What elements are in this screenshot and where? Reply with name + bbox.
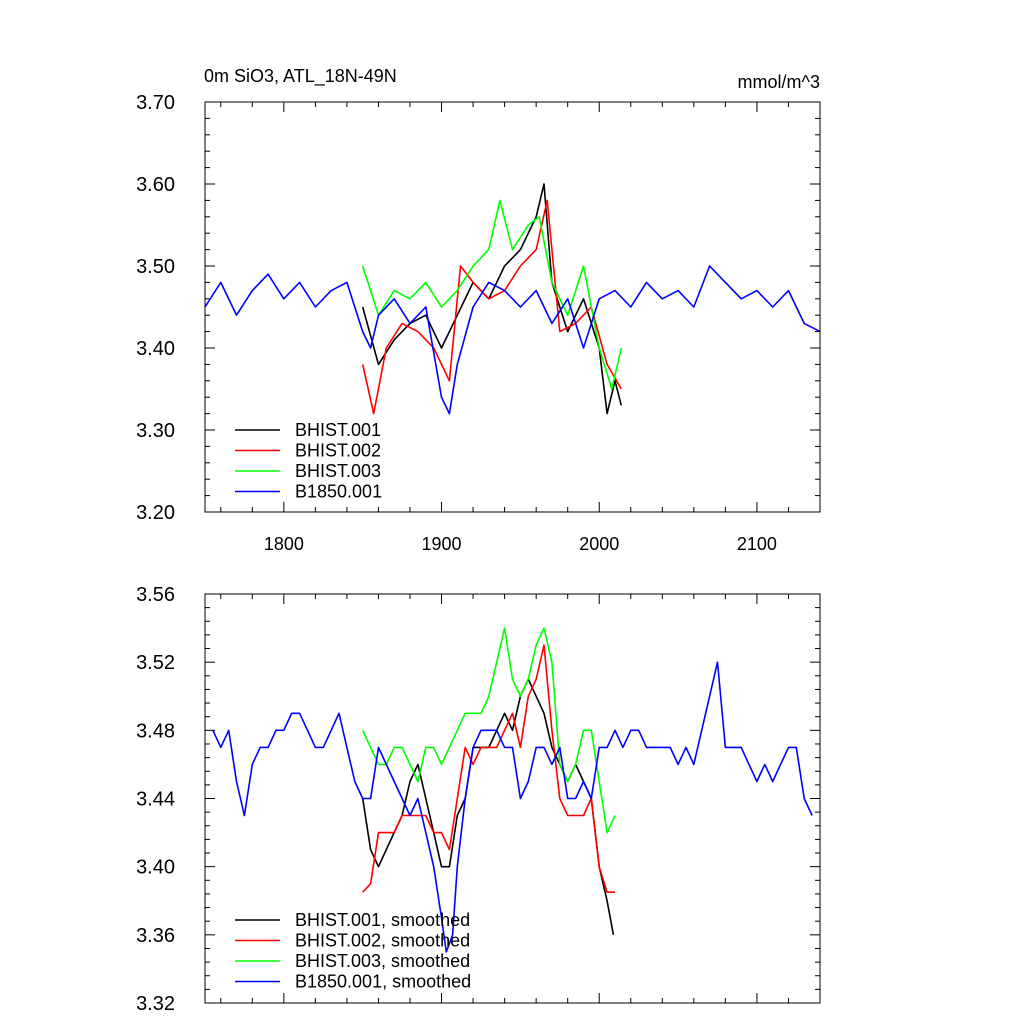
y-tick-label-0-5: 3.70 — [136, 92, 175, 114]
legend-label-0-3: B1850.001 — [295, 482, 382, 502]
x-tick-label-0-1: 1900 — [422, 534, 462, 554]
y-tick-label-1-3: 3.44 — [136, 789, 175, 811]
y-tick-label-1-6: 3.56 — [136, 584, 175, 606]
series-line-0-3 — [204, 265, 821, 415]
series-line-1-0 — [361, 678, 615, 935]
chart-units: mmol/m^3 — [738, 72, 820, 92]
y-tick-label-0-4: 3.60 — [136, 174, 175, 196]
series-line-0-0 — [361, 183, 623, 415]
y-tick-label-1-0: 3.32 — [136, 993, 175, 1015]
plot-frame-0 — [204, 101, 821, 513]
x-tick-label-0-0: 1800 — [264, 534, 304, 554]
chart-title: 0m SiO3, ATL_18N-49N — [204, 66, 397, 87]
x-tick-label-0-2: 2000 — [579, 534, 619, 554]
legend-label-0-0: BHIST.001 — [295, 420, 381, 440]
legend-label-1-1: BHIST.002, smoothed — [295, 931, 470, 951]
y-tick-label-0-2: 3.40 — [136, 338, 175, 360]
series-line-1-2 — [361, 627, 616, 834]
y-tick-label-1-1: 3.36 — [136, 925, 175, 947]
legend-label-1-0: BHIST.001, smoothed — [295, 910, 470, 930]
y-tick-label-1-2: 3.40 — [136, 857, 175, 879]
legend-label-1-2: BHIST.003, smoothed — [295, 951, 470, 971]
y-tick-label-0-3: 3.50 — [136, 256, 175, 278]
series-line-1-1 — [362, 644, 615, 894]
series-line-1-3 — [212, 661, 813, 953]
y-tick-label-1-4: 3.48 — [136, 720, 175, 742]
y-tick-label-1-5: 3.52 — [136, 652, 175, 674]
legend-label-0-2: BHIST.003 — [295, 461, 381, 481]
y-tick-label-0-0: 3.20 — [136, 502, 175, 524]
legend-label-0-1: BHIST.002 — [295, 441, 381, 461]
y-tick-label-0-1: 3.30 — [136, 420, 175, 442]
x-tick-label-0-3: 2100 — [737, 534, 777, 554]
series-line-0-2 — [361, 199, 623, 390]
legend-label-1-3: B1850.001, smoothed — [295, 972, 471, 992]
